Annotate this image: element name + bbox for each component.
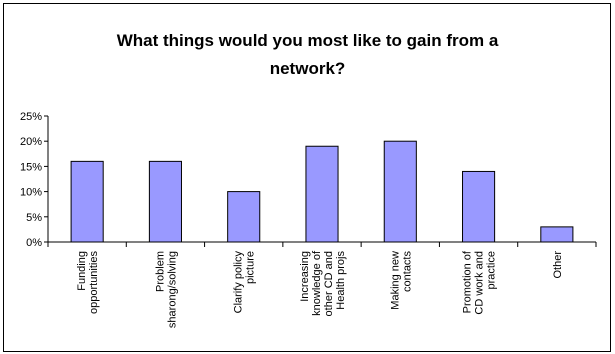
x-category-label: Health projs [335, 251, 347, 310]
y-tick-label: 0% [26, 237, 42, 249]
bar [540, 226, 574, 243]
y-tick-labels: 0% 5% 10% 15% 20% 25% [20, 111, 42, 249]
x-category-label: practice [486, 251, 498, 290]
y-tick-label: 5% [26, 212, 42, 224]
x-category-label: other CD and [323, 251, 335, 316]
chart-title: What things would you most like to gain … [116, 31, 499, 78]
x-category-label: CD work and [474, 251, 486, 315]
bar [305, 145, 339, 243]
x-category-labels: Funding opportunities Problem sharong/solvi… [76, 250, 564, 328]
y-tick-label: 15% [20, 161, 42, 173]
x-category-label: Clarify policy [233, 251, 245, 314]
x-category-label: knowledge of [311, 250, 323, 316]
y-tick-label: 20% [20, 136, 42, 148]
y-tick-label: 25% [20, 111, 42, 123]
x-category-label: opportunities [88, 251, 100, 314]
bar [383, 140, 417, 243]
x-category-label: sharong/solving [166, 251, 178, 328]
x-category-label: Other [552, 251, 564, 279]
bar [148, 160, 182, 243]
bar [462, 170, 496, 243]
bar [227, 191, 261, 243]
x-category-label: Funding [76, 251, 88, 291]
bar [70, 160, 104, 243]
y-tick-label: 10% [20, 187, 42, 199]
x-category-label: picture [245, 251, 257, 284]
x-category-label: Promotion of [462, 250, 474, 313]
x-category-label: Increasing [299, 251, 311, 302]
x-category-label: Problem [154, 251, 166, 292]
x-category-label: Making new [389, 251, 401, 310]
x-category-label: contacts [401, 251, 413, 292]
chart-bars [70, 140, 574, 243]
